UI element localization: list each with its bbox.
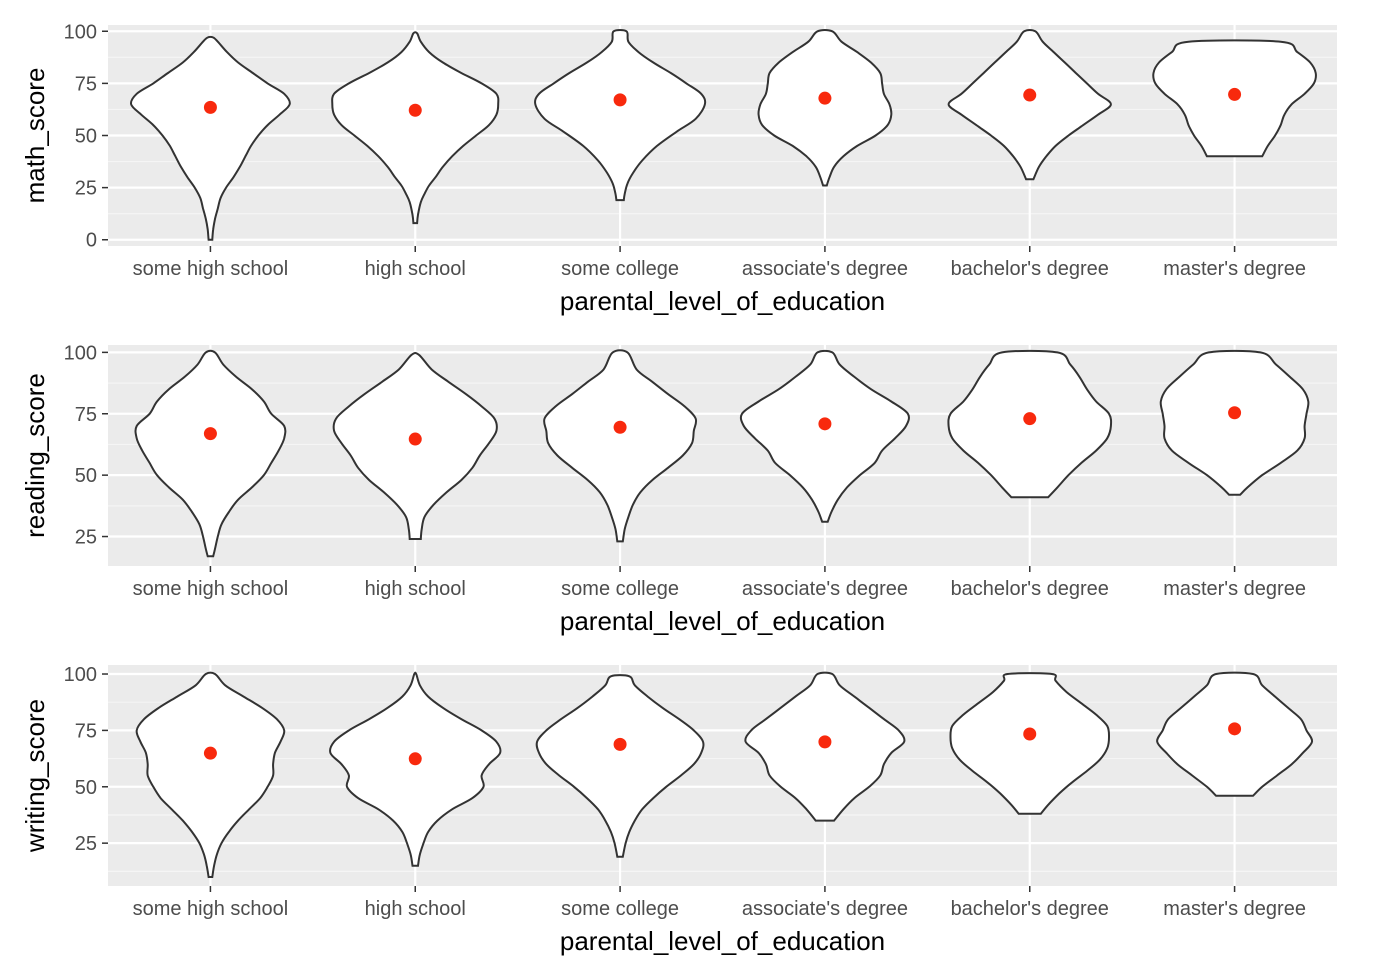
x-tick-label: some college	[561, 258, 679, 280]
mean-point	[1228, 87, 1242, 101]
x-tick-label: master's degree	[1163, 578, 1306, 600]
x-tick-label: some high school	[133, 898, 289, 920]
y-tick-label: 0	[86, 230, 97, 252]
violin	[739, 349, 910, 523]
x-tick-label: high school	[365, 258, 466, 280]
mean-point	[203, 746, 217, 760]
mean-point	[818, 91, 832, 105]
x-axis-title: parental_level_of_education	[560, 606, 885, 636]
x-tick-label: some college	[561, 898, 679, 920]
violin	[949, 672, 1111, 815]
panel-2: 25 50 75 100 some high school high school some…	[20, 342, 1337, 636]
y-tick-label: 100	[64, 21, 97, 43]
y-axis-title: math_score	[20, 68, 50, 204]
y-tick-label: 100	[64, 342, 97, 364]
y-tick-label: 75	[75, 73, 97, 95]
y-axis-title: writing_score	[20, 699, 50, 853]
y-tick-label: 100	[64, 664, 97, 686]
y-tick-label: 25	[75, 178, 97, 200]
violin	[543, 349, 698, 543]
violin	[135, 671, 286, 878]
violin	[534, 28, 707, 202]
x-tick-label: high school	[365, 578, 466, 600]
violin	[129, 35, 291, 241]
x-axis-title: parental_level_of_education	[560, 286, 885, 316]
panel-1: 0 25 50 75 100 some high school high school som…	[20, 21, 1337, 316]
y-tick-label: 25	[75, 833, 97, 855]
mean-point	[408, 752, 422, 766]
y-tick-label: 50	[75, 465, 97, 487]
x-tick-label: bachelor's degree	[951, 898, 1109, 920]
y-tick-label: 50	[75, 126, 97, 148]
x-tick-label: some high school	[133, 258, 289, 280]
mean-point	[613, 737, 627, 751]
y-axis-title: reading_score	[20, 373, 50, 538]
violin	[1159, 349, 1310, 496]
mean-point	[203, 100, 217, 114]
x-tick-label: master's degree	[1163, 258, 1306, 280]
panel-3: 25 50 75 100 some high school high school some…	[20, 664, 1337, 956]
y-tick-label: 75	[75, 404, 97, 426]
mean-point	[818, 735, 832, 749]
violin	[757, 28, 893, 187]
violin	[947, 28, 1112, 181]
violin	[535, 674, 705, 858]
y-tick-label: 25	[75, 527, 97, 549]
mean-point	[408, 432, 422, 446]
y-tick-label: 75	[75, 720, 97, 742]
x-tick-label: associate's degree	[742, 898, 908, 920]
x-tick-label: high school	[365, 898, 466, 920]
panel-background	[108, 665, 1337, 886]
mean-point	[613, 93, 627, 107]
violin	[329, 671, 502, 867]
panel-background	[108, 345, 1337, 566]
mean-point	[408, 103, 422, 117]
x-tick-label: some college	[561, 578, 679, 600]
x-tick-label: bachelor's degree	[951, 578, 1109, 600]
mean-point	[1228, 406, 1242, 420]
x-tick-label: some high school	[133, 578, 289, 600]
mean-point	[818, 417, 832, 431]
mean-point	[1228, 722, 1242, 736]
violin	[332, 352, 498, 540]
x-tick-label: associate's degree	[742, 578, 908, 600]
x-axis-title: parental_level_of_education	[560, 926, 885, 956]
x-tick-label: bachelor's degree	[951, 258, 1109, 280]
x-tick-label: associate's degree	[742, 258, 908, 280]
mean-point	[613, 420, 627, 434]
mean-point	[1023, 88, 1037, 102]
violin	[331, 31, 500, 225]
x-tick-label: master's degree	[1163, 898, 1306, 920]
mean-point	[1023, 412, 1037, 426]
mean-point	[203, 427, 217, 441]
y-tick-label: 50	[75, 777, 97, 799]
mean-point	[1023, 727, 1037, 741]
violin	[134, 349, 287, 558]
